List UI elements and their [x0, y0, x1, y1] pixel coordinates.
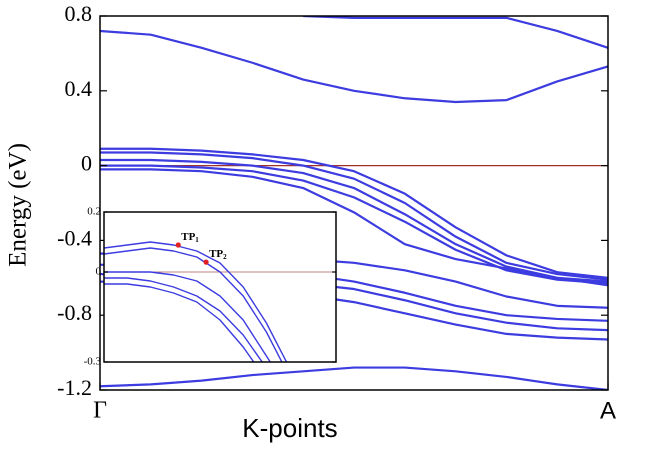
point-label-main: TP [181, 231, 195, 243]
plot-frame [103, 211, 337, 363]
y-tick-label: -0.4 [57, 225, 92, 250]
band-line [100, 158, 608, 283]
point-label-sub: 1 [195, 236, 199, 244]
band-line [303, 16, 608, 49]
band-line [104, 241, 288, 362]
y-tick-label: -1.2 [57, 375, 92, 400]
point-label-main: TP [209, 248, 223, 260]
band-line [104, 247, 283, 362]
y-tick-label: 0 [81, 151, 92, 176]
x-axis-label: K-points [242, 413, 337, 443]
band-line [100, 151, 608, 281]
point-label-sub: 2 [223, 253, 227, 261]
band-line [104, 271, 272, 362]
plot-frame [99, 15, 609, 391]
plot-background [104, 212, 336, 362]
turning-point [175, 242, 181, 248]
band-line [104, 283, 255, 362]
y-tick-label: 0.8 [65, 1, 93, 26]
band-line [100, 29, 608, 104]
y-tick-label: 0.2 [87, 206, 101, 218]
band-line [104, 277, 264, 362]
band-line [100, 168, 608, 287]
x-tick-label: Γ [93, 398, 107, 424]
clipped-marks [104, 241, 336, 362]
x-tick-label: A [600, 397, 616, 424]
y-tick-label: 0 [96, 266, 102, 278]
band-line [100, 366, 608, 390]
turning-point [203, 259, 209, 265]
point-label: TP2 [209, 248, 227, 261]
y-tick-label: 0.4 [65, 76, 93, 101]
y-axis-label: Energy (eV) [5, 143, 32, 267]
point-label: TP1 [181, 231, 199, 244]
band-line [100, 147, 608, 279]
band-line [100, 164, 608, 285]
y-tick-label: -0.8 [57, 300, 92, 325]
y-tick-label: -0.3 [84, 356, 102, 368]
